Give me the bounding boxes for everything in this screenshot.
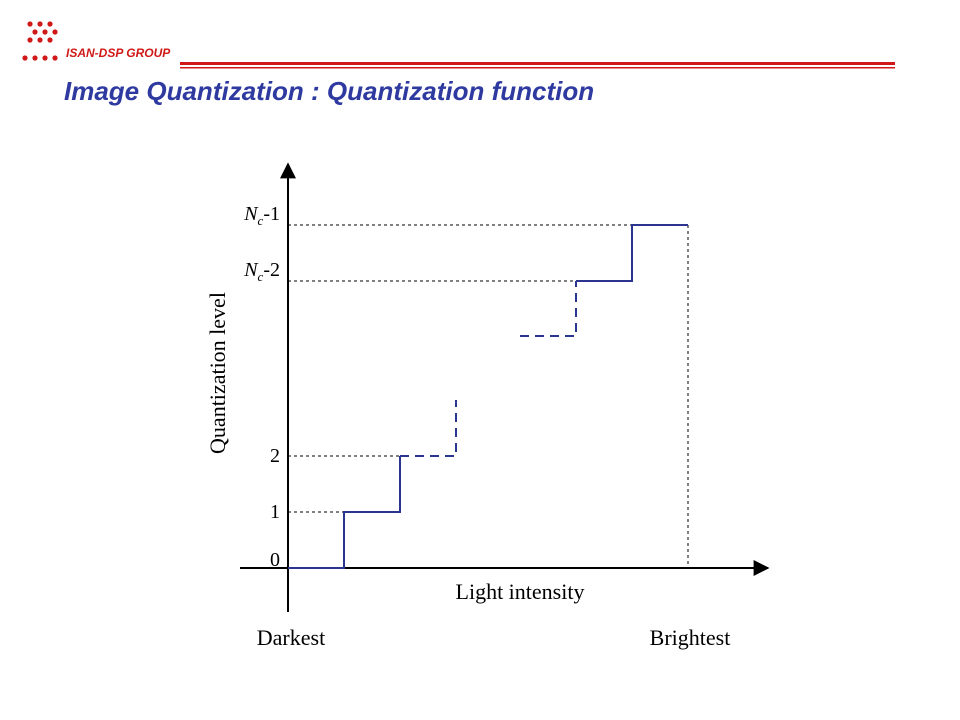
nc1-base: N: [243, 203, 259, 225]
isan-dsp-logo: [22, 21, 58, 61]
nc2-base: N: [243, 259, 259, 281]
staircase-dashed-lower: [400, 400, 457, 457]
level-label-nc-minus-1: Nc-1: [243, 203, 280, 228]
nc1-suffix: -1: [263, 203, 280, 225]
page-title: Image Quantization : Quantization functi…: [64, 76, 595, 106]
x-axis-label: Light intensity: [456, 579, 585, 604]
y-axis-label: Quantization level: [205, 292, 230, 454]
staircase-lower: [288, 456, 401, 569]
staircase-upper: [576, 224, 688, 282]
nc2-suffix: -2: [263, 259, 280, 281]
nc1-sub: c: [258, 213, 264, 228]
level-label-1: 1: [270, 501, 280, 523]
level-label-2: 2: [270, 445, 280, 467]
level-label-nc-minus-2: Nc-2: [243, 259, 280, 284]
darkest-label: Darkest: [257, 625, 325, 650]
group-label: ISAN-DSP GROUP: [66, 46, 171, 60]
staircase-dashed-upper: [520, 281, 577, 337]
nc2-sub: c: [258, 269, 264, 284]
level-label-0: 0: [270, 549, 280, 571]
brightest-label: Brightest: [650, 625, 731, 650]
